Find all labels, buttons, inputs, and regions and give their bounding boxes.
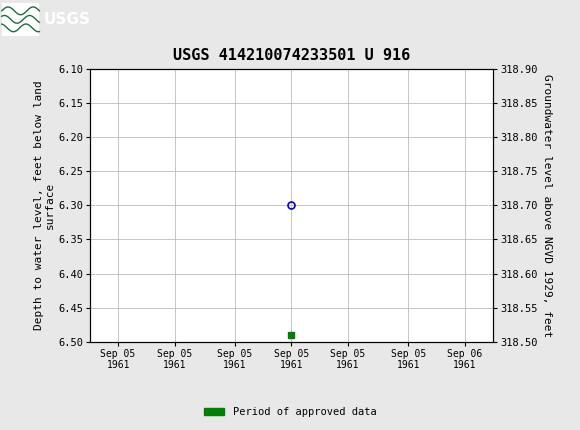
Legend: Period of approved data: Period of approved data [200,403,380,421]
Y-axis label: Depth to water level, feet below land
surface: Depth to water level, feet below land su… [34,80,55,330]
Title: USGS 414210074233501 U 916: USGS 414210074233501 U 916 [173,49,410,64]
Bar [2,3,39,36]
Y-axis label: Groundwater level above NGVD 1929, feet: Groundwater level above NGVD 1929, feet [542,74,552,337]
Text: USGS: USGS [44,12,90,27]
